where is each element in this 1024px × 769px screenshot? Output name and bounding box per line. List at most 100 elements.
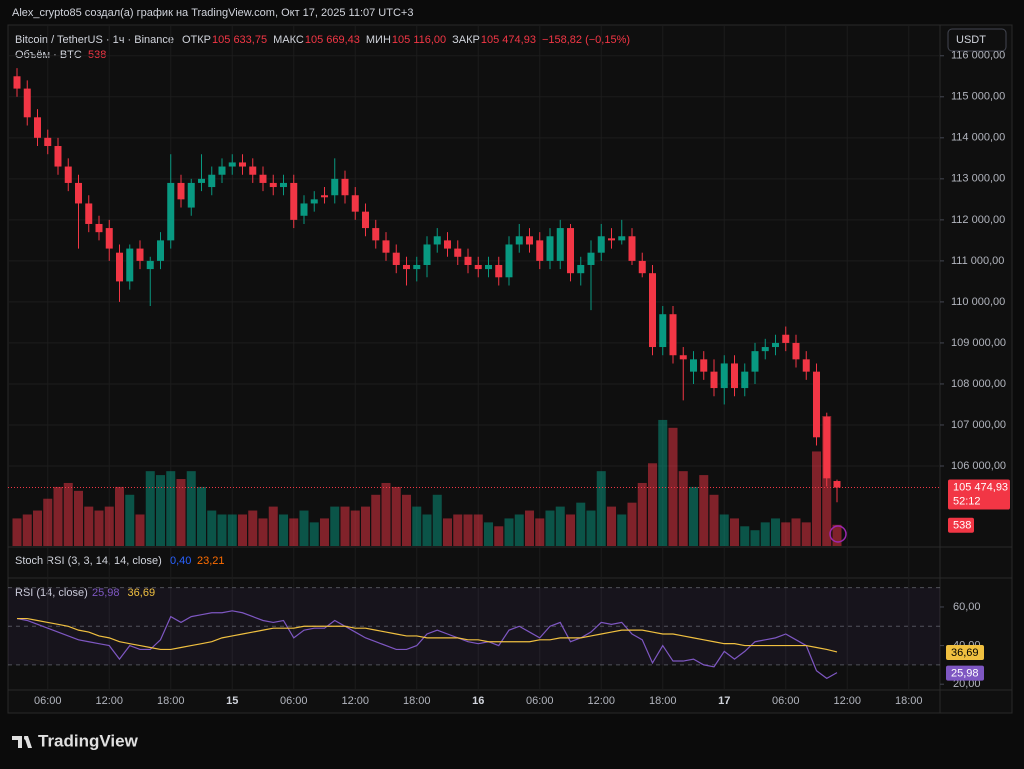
candle-body — [331, 178, 339, 196]
volume-bar — [53, 486, 63, 546]
candle-body — [495, 264, 503, 278]
candle-body — [474, 264, 482, 270]
rsi-tag-label: 25,98 — [951, 668, 979, 680]
volume-bar — [104, 506, 114, 546]
volume-bar — [730, 518, 739, 546]
rsi-tag-label: 36,69 — [951, 647, 979, 659]
x-tick-label: 12:00 — [833, 695, 861, 707]
candle-body — [536, 240, 544, 261]
candle-body — [700, 359, 708, 372]
volume-value: 538 — [88, 49, 106, 61]
volume-bar — [22, 514, 32, 546]
volume-bar — [678, 471, 688, 546]
volume-title: Объём · BTC — [15, 49, 82, 61]
candle-body — [823, 416, 831, 479]
alert-icon — [829, 525, 847, 543]
candle-body — [813, 371, 820, 438]
candle-body — [34, 117, 41, 138]
candle-body — [249, 166, 257, 175]
volume-bar — [12, 518, 22, 546]
volume-bar — [43, 498, 53, 546]
countdown: 52:12 — [953, 495, 981, 507]
candle-body — [731, 363, 738, 389]
volume-bar — [115, 486, 124, 546]
volume-bar — [381, 482, 391, 546]
currency-button[interactable] — [947, 28, 1007, 52]
x-tick-label: 17 — [718, 695, 730, 707]
volume-bar — [186, 471, 196, 546]
y-tick-label: 113 000,00 — [951, 173, 1005, 185]
volume-bar — [637, 482, 647, 546]
rsi-legend-value: 36,69 — [128, 587, 156, 599]
candle-body — [628, 236, 636, 261]
volume-bar — [176, 479, 186, 546]
volume-bar — [84, 506, 94, 546]
volume-bar — [607, 506, 616, 546]
x-tick-label: 15 — [226, 695, 238, 707]
rsi-line — [16, 610, 838, 680]
symbol: Bitcoin / TetherUS · 1ч · Binance — [15, 34, 174, 46]
volume-bar — [443, 518, 452, 546]
currency[interactable]: USDT — [956, 34, 986, 46]
volume-bar — [238, 514, 247, 546]
candle-body — [515, 236, 523, 245]
candle-body — [464, 256, 472, 265]
volume-bar — [463, 514, 473, 546]
candle-body — [638, 260, 646, 274]
candle-body — [64, 166, 72, 183]
candle-body — [218, 166, 226, 175]
candle-body — [177, 182, 185, 200]
volume-bar — [781, 522, 791, 546]
volume-bar — [227, 514, 237, 546]
volume-bar — [197, 486, 206, 546]
candle-body — [690, 359, 697, 372]
volume-bar — [33, 510, 42, 546]
y-tick-label: 111 000,00 — [951, 255, 1004, 267]
candle-body — [546, 236, 554, 261]
volume-bar — [94, 510, 104, 546]
candle-body — [300, 203, 308, 216]
volume-bar — [279, 514, 288, 546]
volume-bar — [719, 514, 729, 546]
candle-body — [833, 481, 841, 488]
candle-body — [280, 182, 287, 188]
volume-bar — [350, 510, 360, 546]
y-tick-label: 114 000,00 — [951, 132, 1005, 144]
volume-bar — [320, 518, 329, 546]
rsi-line — [17, 617, 838, 653]
candle-body — [567, 228, 574, 274]
candle-body — [146, 260, 154, 270]
volume-bar — [750, 530, 760, 546]
volume-bar — [617, 514, 627, 546]
x-tick-label: 12:00 — [587, 695, 615, 707]
candle-body — [792, 342, 800, 360]
volume-bar — [514, 514, 524, 546]
y-tick-label: 116 000,00 — [951, 50, 1005, 62]
volume-bar — [740, 526, 750, 546]
candle-body — [85, 203, 93, 224]
legend-key: ЗАКР — [452, 34, 480, 46]
chart-frame — [7, 24, 1013, 714]
candle-body — [403, 264, 410, 270]
logo-icon — [24, 736, 28, 740]
x-tick-label: 18:00 — [895, 695, 923, 707]
volume-bar — [596, 471, 606, 546]
volume-bar — [422, 514, 432, 546]
stoch-k: 0,40 — [170, 555, 191, 567]
volume-bar — [74, 490, 83, 546]
volume-bar — [340, 506, 350, 546]
logo-text: TradingView — [38, 731, 139, 750]
x-tick-label: 18:00 — [157, 695, 185, 707]
volume-bar — [402, 494, 411, 546]
rsi-tag — [946, 644, 984, 660]
volume-bar — [709, 494, 719, 546]
candle-body — [259, 174, 267, 183]
rsi-title: RSI (14, close) — [15, 587, 88, 599]
y-tick-label: 115 000,00 — [951, 91, 1005, 103]
x-tick-label: 06:00 — [34, 695, 62, 707]
candle-body — [433, 236, 441, 245]
volume-bar — [371, 494, 381, 546]
candle-body — [44, 137, 52, 147]
candle-body — [382, 240, 390, 253]
y-tick-label: 106 000,00 — [951, 460, 1006, 472]
